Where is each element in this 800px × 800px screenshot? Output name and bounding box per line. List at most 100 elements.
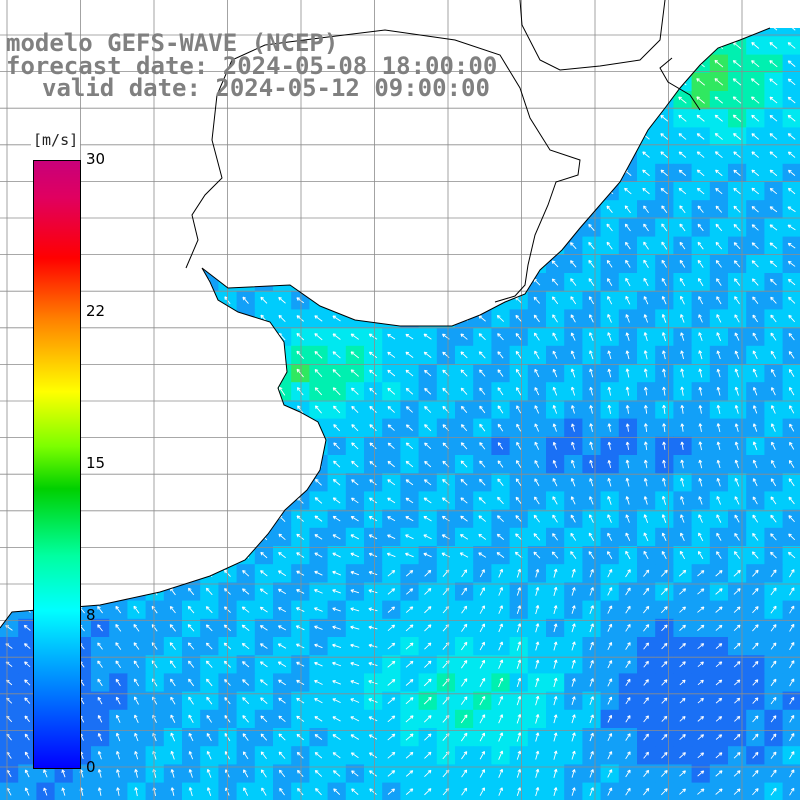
wind-arrow [752, 514, 759, 523]
wind-arrow [734, 405, 739, 414]
wind-arrow [242, 751, 249, 760]
wind-arrow [696, 187, 705, 195]
wind-arrow [589, 641, 594, 651]
wind-cell [527, 145, 547, 165]
wind-arrow [332, 478, 341, 486]
wind-cell [0, 291, 19, 310]
wind-cell [145, 273, 165, 292]
wind-arrow [625, 787, 631, 796]
wind-arrow [787, 60, 796, 67]
wind-cell [163, 109, 183, 128]
wind-cell [182, 345, 201, 365]
wind-cell [273, 236, 292, 256]
wind-arrow [424, 460, 432, 468]
wind-arrow [314, 243, 323, 248]
wind-arrow [133, 569, 140, 578]
colorbar-tick-0: 0 [86, 758, 96, 776]
wind-arrow [24, 387, 30, 396]
wind-arrow [607, 605, 613, 614]
wind-arrow [697, 606, 705, 613]
wind-arrow [314, 133, 323, 140]
wind-arrow [478, 28, 486, 31]
wind-cell [91, 382, 110, 401]
wind-arrow [170, 514, 175, 523]
wind-cell [564, 127, 583, 147]
wind-arrow [515, 515, 522, 523]
wind-arrow [132, 151, 141, 158]
wind-arrow [187, 587, 195, 596]
wind-arrow [496, 261, 505, 267]
wind-arrow [587, 115, 596, 122]
wind-arrow [751, 551, 759, 559]
wind-arrow [552, 496, 558, 505]
wind-arrow [607, 404, 612, 414]
wind-arrow [351, 479, 359, 486]
wind-cell [327, 273, 347, 292]
wind-arrow [277, 643, 287, 649]
wind-cell [163, 273, 183, 292]
wind-arrow [770, 314, 777, 323]
wind-arrow [296, 332, 305, 341]
wind-arrow [570, 532, 577, 541]
wind-cell [127, 127, 147, 147]
wind-arrow [497, 351, 504, 359]
wind-arrow [206, 260, 213, 268]
wind-arrow [405, 606, 414, 613]
wind-arrow [460, 169, 468, 177]
wind-cell [127, 145, 147, 165]
wind-arrow [698, 368, 703, 378]
wind-cell [127, 182, 147, 201]
wind-arrow [733, 770, 741, 777]
wind-arrow [752, 569, 759, 577]
wind-arrow [660, 133, 669, 140]
wind-cell [782, 145, 800, 165]
wind-arrow [679, 679, 686, 686]
wind-arrow [278, 151, 286, 158]
wind-arrow [533, 260, 541, 268]
wind-arrow [643, 259, 649, 268]
wind-arrow [570, 350, 576, 360]
wind-cell [0, 91, 19, 110]
wind-cell [236, 254, 256, 274]
wind-arrow [296, 733, 304, 741]
wind-arrow [132, 115, 141, 122]
wind-cell [273, 455, 292, 474]
wind-cell [582, 163, 602, 183]
wind-arrow [368, 279, 378, 285]
wind-arrow [478, 133, 486, 140]
wind-arrow [788, 296, 796, 304]
wind-cell [400, 254, 420, 274]
wind-cell [200, 546, 219, 565]
wind-arrow [115, 205, 122, 214]
border-north [519, 0, 701, 111]
wind-arrow [370, 6, 377, 11]
wind-arrow [314, 333, 323, 341]
wind-arrow [405, 315, 414, 321]
wind-arrow [6, 423, 12, 432]
wind-arrow [296, 243, 305, 249]
wind-arrow [679, 550, 686, 560]
wind-arrow [188, 350, 193, 360]
wind-cell [273, 782, 292, 800]
wind-arrow [97, 569, 103, 578]
wind-cell [0, 491, 19, 511]
wind-arrow [496, 533, 505, 540]
wind-arrow [133, 623, 140, 632]
wind-cell [637, 54, 656, 74]
wind-arrow [296, 115, 304, 122]
wind-arrow [150, 115, 159, 122]
wind-arrow [278, 386, 286, 396]
wind-arrow [643, 697, 649, 705]
wind-cell [309, 273, 329, 292]
wind-arrow [261, 386, 267, 396]
wind-arrow [405, 351, 414, 358]
wind-arrow [752, 368, 758, 378]
wind-arrow [680, 477, 685, 487]
wind-arrow [642, 42, 650, 49]
wind-cell [254, 254, 274, 274]
wind-cell [109, 0, 128, 19]
wind-arrow [387, 387, 396, 395]
wind-arrow [571, 441, 575, 450]
wind-cell [419, 0, 438, 19]
wind-cell [200, 455, 219, 474]
